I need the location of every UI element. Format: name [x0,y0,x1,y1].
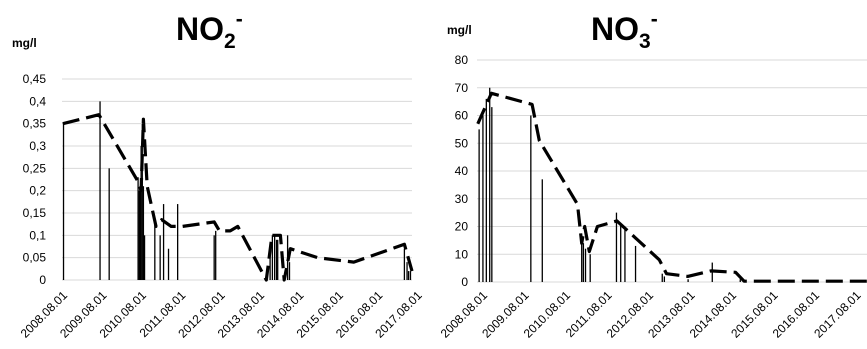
chart-title-superscript: - [236,8,243,31]
y-tick-label: 0,35 [23,117,47,131]
y-tick-label: 0,4 [29,94,46,108]
y-tick-label: 0,3 [29,139,46,153]
y-tick-label: 0,15 [23,206,47,220]
nitrite-chart: NO2- mg/l 0 0,05 0,1 0,15 0,2 0,25 0,3 0,35 0,4 0,4… [12,8,425,341]
dashed-series-line [476,91,867,283]
y-tick-label: 60 [455,109,469,123]
y-unit-label: mg/l [12,36,37,50]
chart-title: NO2- [176,8,243,53]
chart-title-superscript: - [651,8,658,31]
dashed-series-line [62,113,414,282]
nitrate-chart: NO3-mg/l010203040506070802008.08.012009.… [438,8,867,341]
y-tick-label: 0,1 [29,228,46,242]
y-tick-label: 0,45 [23,72,47,86]
chart-title-subscript: 2 [224,30,236,53]
chart-title-main: NO [176,11,224,47]
y-tick-label: 0 [39,273,46,287]
chart-title-main: NO [591,11,639,47]
y-tick-label: 30 [455,192,469,206]
y-tick-label: 0,2 [29,184,46,198]
chart-title: NO3- [591,8,658,53]
y-tick-label: 80 [455,53,469,67]
y-tick-label: 0,05 [23,251,47,265]
y-tick-label: 0 [461,275,468,289]
y-tick-label: 10 [455,247,469,261]
y-tick-label: 50 [455,136,469,150]
y-tick-label: 40 [455,164,469,178]
y-tick-label: 0,25 [23,161,47,175]
y-tick-label: 20 [455,220,469,234]
chart-title-subscript: 3 [639,30,651,53]
y-unit-label: mg/l [447,23,472,37]
y-tick-label: 70 [455,81,469,95]
